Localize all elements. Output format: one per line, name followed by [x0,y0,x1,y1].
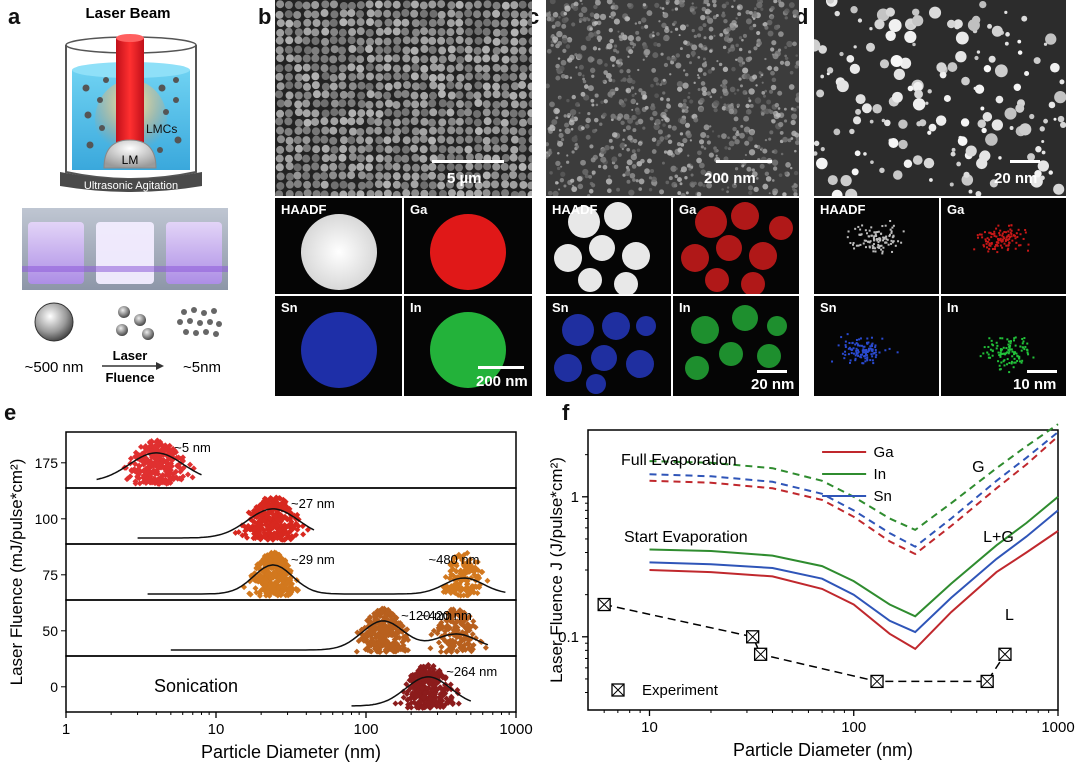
size-small-label: ~5nm [183,359,221,376]
agitation-label: Ultrasonic Agitation [84,180,178,192]
y-tick-label: 100 [35,511,59,527]
map-c-ga: Ga [673,198,799,294]
histogram-frame [65,431,517,489]
y-tick-label: 1 [571,489,579,506]
map-d-haadf: HAADF [814,198,939,294]
y-tick-label: 175 [35,455,59,471]
x-tick-label: 10 [641,719,658,736]
histogram-frame [65,655,517,713]
series-sn-full [649,431,1059,548]
series-ga-full [649,435,1059,556]
annotation-lg: L+G [983,529,1014,546]
panel-label-f: f [562,400,570,425]
sem-image-c: 200 nm [546,0,799,196]
peak-label: ~27 nm [291,496,335,511]
map-d-sn: Sn [814,296,939,396]
sem-image-b: 5 µm [275,0,532,196]
map-scale-c: 20 nm [751,376,795,393]
map-scale-d: 10 nm [1013,376,1057,393]
peak-label: ~29 nm [291,552,335,567]
annotation-full-evaporation: Full Evaporation [621,452,737,469]
fit-curve [170,620,489,651]
x-axis-label: Particle Diameter (nm) [201,742,381,762]
lmcs-label: LMCs [146,122,177,136]
y-tick-label: 75 [42,567,58,583]
map-d-in: In 10 nm [941,296,1066,396]
lm-label: LM [122,153,139,167]
fit-curve [147,564,506,595]
series-in-full [649,423,1059,532]
scale-bar-d: 20 nm [994,170,1038,187]
series-in-start [649,496,1059,618]
map-b-ga: Ga [404,198,532,294]
fit-curve [96,452,202,481]
legend-label-sn: Sn [874,488,892,505]
panel-label-a: a [8,4,21,29]
vials-photo [22,208,228,290]
map-b-sn: Sn [275,296,402,396]
x-tick-label: 1000 [1041,719,1074,736]
annotation-l: L [1005,607,1014,624]
fit-curve [351,676,472,707]
x-tick-label: 100 [353,721,378,738]
panel-label-b: b [258,4,272,29]
map-c-haadf: HAADF [546,198,671,294]
panel-label-e: e [4,400,17,425]
size-large-label: ~500 nm [25,359,84,376]
y-tick-label: 50 [42,623,58,639]
map-d-ga: Ga [941,198,1066,294]
scale-bar-b: 5 µm [447,170,482,187]
legend-label-ga: Ga [874,444,895,461]
sonication-label: Sonication [154,676,238,696]
histogram-markers [353,605,489,655]
x-tick-label: 10 [208,721,225,738]
x-axis-label: Particle Diameter (nm) [733,740,913,760]
large-particle [34,302,74,342]
peak-label: ~264 nm [446,664,497,679]
peak-label: ~120 nm [401,608,452,623]
y-tick-label: 0 [50,679,58,695]
ultrasonic-base [60,172,202,192]
laser-setup-schematic: Laser Beam LM LMCs Ultrasonic Agitation [60,5,202,192]
map-c-sn: Sn [546,296,671,396]
y-tick-label: 0.1 [558,629,579,646]
x-tick-label: 1000 [499,721,532,738]
y-axis-label: Laser Fluence J (J/pulse*cm²) [548,457,566,683]
annotation-g: G [972,459,984,476]
series-ga-start [649,530,1059,651]
legend-label-in: In [874,466,887,483]
annotation-experiment: Experiment [642,682,719,699]
chart-f: Ga In Sn Full Evaporation Start Evaporation G… [548,423,1075,760]
liquid-metal [103,139,157,169]
sem-image-d: 20 nm [814,0,1066,196]
map-c-in: In 20 nm [673,296,799,396]
y-axis-label: Laser Fluence (mJ/pulse*cm²) [7,459,26,686]
size-reduction-diagram: ~500 nm Laser Fluence ~5nm [25,302,222,385]
map-scale-b: 200 nm [476,373,528,390]
laser-beam-title: Laser Beam [85,5,170,22]
scale-bar-c: 200 nm [704,170,756,187]
series-sn-start [649,509,1059,634]
x-tick-label: 1 [62,721,70,738]
histogram-markers [232,494,311,543]
x-tick-label: 100 [841,719,866,736]
peak-label: ~5 nm [174,440,211,455]
arrow-top-label: Laser [113,348,148,363]
map-b-in: In 200 nm [404,296,532,396]
histogram-markers [392,661,462,711]
nanoparticles [82,77,182,153]
laser-beam [116,38,144,150]
experiment-line [604,603,1006,683]
annotation-start-evaporation: Start Evaporation [624,529,748,546]
map-b-haadf: HAADF [275,198,402,294]
peak-label-2: ~420 nm [421,608,472,623]
small-particles [177,307,222,337]
fit-curve [137,508,315,539]
arrow-bottom-label: Fluence [105,370,154,385]
medium-particles [116,306,154,340]
peak-label-2: ~480 nm [429,552,480,567]
